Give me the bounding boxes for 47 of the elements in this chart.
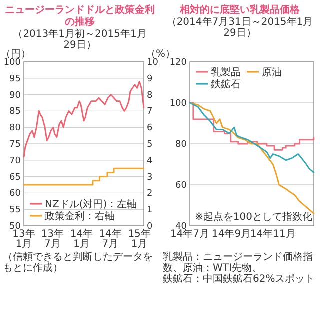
x-tick-label: 14年7月 xyxy=(99,228,122,250)
y-axis-title: （円） xyxy=(1,49,31,60)
y2-tick-label: 9 xyxy=(147,74,153,84)
y-tick-label: 120 xyxy=(170,58,188,68)
annotation: ※起点を100として指数化 xyxy=(195,211,312,223)
y2-tick-label: 7 xyxy=(147,107,153,118)
x-tick-label: 14年7月 xyxy=(170,228,210,240)
y2-tick-label: 4 xyxy=(147,156,153,166)
x-tick-label: 13年7月 xyxy=(41,228,64,250)
y2-tick-label: 3 xyxy=(147,172,153,183)
text: 乳製品：ニュージーランド価格指数、原油：WTI先物、 xyxy=(163,251,313,274)
y-tick-label: 70 xyxy=(10,156,22,166)
legend-label: 原油 xyxy=(262,66,282,78)
y-tick-label: 60 xyxy=(10,189,22,200)
y2-tick-label: 1 xyxy=(147,206,153,216)
y2-tick-label: 6 xyxy=(147,124,153,134)
y-tick-label: 95 xyxy=(10,74,21,84)
y-tick-label: 80 xyxy=(10,124,22,134)
y2-tick-label: 2 xyxy=(147,189,153,200)
line-series xyxy=(189,102,315,174)
y-tick-label: 100 xyxy=(4,58,22,68)
y-tick-label: 100 xyxy=(170,99,188,109)
text: 鉄鉱石：中国鉄鉱石62%スポット xyxy=(163,273,316,285)
y2-tick-label: 5 xyxy=(147,140,153,150)
y-tick-label: 80 xyxy=(176,140,188,150)
line-series xyxy=(23,80,145,158)
y-tick-label: 65 xyxy=(10,172,21,183)
legend-label: NZドル(対円)：左軸 xyxy=(45,198,138,210)
y-tick-label: 85 xyxy=(10,107,21,118)
x-tick-label: 14年9月 xyxy=(212,228,252,240)
y2-axis-title: （%） xyxy=(146,49,176,60)
x-tick-label: 13年1月 xyxy=(12,228,36,250)
legend-label: 鉄鉱石 xyxy=(211,78,241,90)
y-tick-label: 55 xyxy=(10,206,21,216)
legend-label: 乳製品 xyxy=(211,66,241,78)
y-tick-label: 75 xyxy=(10,140,21,150)
x-tick-label: 14年1月 xyxy=(70,228,94,250)
chart-title: 相対的に底堅い乳製品価格 xyxy=(179,4,301,16)
y-tick-label: 90 xyxy=(10,90,22,101)
text: （信頼できると判断したデータをもとに作成） xyxy=(3,251,153,274)
chart-title: ニュージーランドドルと政策金利の推移 xyxy=(5,4,155,28)
chart-subtitle: （2014年7月31日～2015年1月29日） xyxy=(166,16,314,39)
y2-tick-label: 8 xyxy=(147,90,153,101)
legend-label: 政策金利：右軸 xyxy=(45,210,115,222)
y-tick-label: 60 xyxy=(176,181,188,191)
y2-tick-label: 10 xyxy=(147,58,159,68)
x-tick-label: 14年11月 xyxy=(250,228,296,240)
